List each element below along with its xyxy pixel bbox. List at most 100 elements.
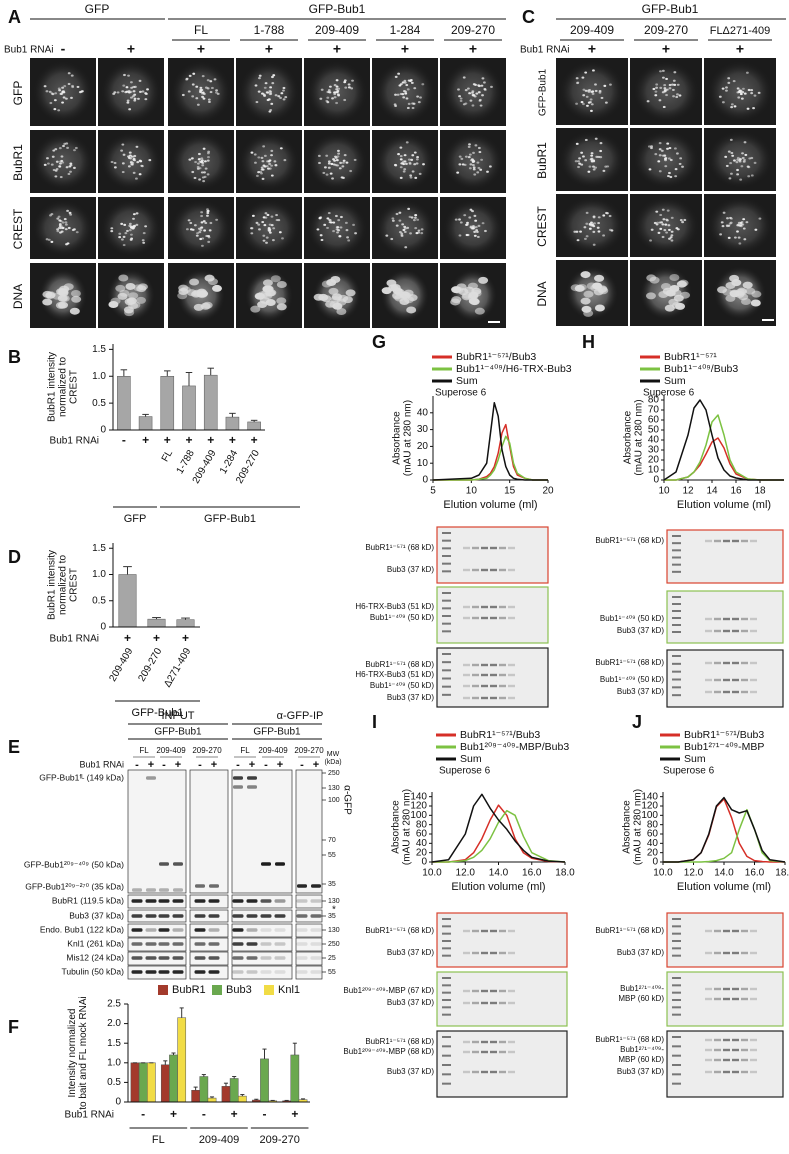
panel-letter: B <box>8 347 21 367</box>
chromosome <box>275 94 278 96</box>
chromosome <box>127 75 130 77</box>
legend-label: Bub1²⁰⁹⁻⁴⁰⁹-MBP/Bub3 <box>460 741 569 753</box>
gel-band <box>714 988 721 990</box>
gel-label: BubR1¹⁻⁵⁷¹ (68 kD) <box>365 543 434 552</box>
chromosome <box>421 228 424 230</box>
gel-band <box>472 569 479 571</box>
bar <box>204 375 217 430</box>
chromosome <box>397 94 400 96</box>
blot-band <box>275 914 286 918</box>
chromosome <box>195 86 198 88</box>
gel-band <box>499 685 506 687</box>
gel-label: MBP (60 kD) <box>618 994 664 1003</box>
blot-band <box>311 928 322 932</box>
chromosome <box>73 228 76 230</box>
bar <box>139 1063 147 1102</box>
gel-band <box>723 1039 730 1041</box>
gel-band <box>490 606 497 608</box>
chromosome <box>404 246 407 248</box>
chromosome <box>339 162 342 164</box>
chromosome <box>460 100 463 102</box>
label: 55 <box>328 852 336 859</box>
chromosome <box>402 229 405 231</box>
chromosome <box>337 88 340 90</box>
gel-band <box>499 952 506 954</box>
chromosome <box>211 87 214 89</box>
blot-band <box>233 956 244 960</box>
chromosome <box>736 159 739 161</box>
chromosome <box>659 154 662 156</box>
gel-ladder-band <box>672 610 681 612</box>
chromosome <box>399 231 402 233</box>
chromosome <box>473 231 476 233</box>
label: GFP <box>124 513 147 525</box>
chromosome <box>648 145 651 147</box>
chromosome <box>130 234 133 236</box>
chromosome <box>669 87 672 89</box>
chromosome <box>137 98 140 100</box>
gel-band <box>499 674 506 676</box>
bar <box>226 417 239 430</box>
chromosome <box>591 103 594 105</box>
bar <box>230 1078 238 1102</box>
chromosome <box>751 174 754 176</box>
chromosome <box>655 83 658 85</box>
chromosome <box>336 159 339 161</box>
label: (kDa) <box>324 759 341 766</box>
gel-band <box>750 1039 757 1041</box>
gel-band <box>705 691 712 693</box>
chromosome <box>669 84 672 86</box>
blot <box>190 770 228 893</box>
bar <box>238 1096 246 1102</box>
chromosome <box>470 209 473 211</box>
gel-ladder-band <box>672 564 681 566</box>
chromosome <box>209 80 212 82</box>
chromosome <box>73 167 76 169</box>
gel-band <box>714 691 721 693</box>
chromosome <box>418 101 421 103</box>
chromosome <box>666 219 669 221</box>
gel-band <box>714 662 721 664</box>
chromosome <box>595 138 598 140</box>
chromosome <box>121 238 124 240</box>
chromosome <box>266 91 269 93</box>
chromosome <box>64 218 67 220</box>
gel-band <box>741 952 748 954</box>
gel-ladder-band <box>442 630 451 632</box>
bar <box>208 1098 216 1102</box>
y-tick-label: 40 <box>648 435 660 446</box>
gel-band <box>741 1071 748 1073</box>
blot-band <box>146 914 157 918</box>
chromosome <box>53 108 56 110</box>
chromosome <box>478 225 481 227</box>
chromosome <box>189 278 199 285</box>
chromosome <box>215 219 218 221</box>
gel-ladder-band <box>442 661 451 663</box>
chromosome <box>49 91 52 93</box>
chromosome <box>111 161 114 163</box>
chromosome <box>414 217 417 219</box>
gel-band <box>741 618 748 620</box>
chromosome <box>50 241 53 243</box>
chromosome <box>209 222 212 224</box>
y-tick-label: 140 <box>410 791 427 802</box>
chromosome <box>215 92 218 94</box>
gel-ladder-band <box>672 686 681 688</box>
chromosome <box>460 158 463 160</box>
y-axis-label: Absorbance <box>391 800 402 854</box>
label: + <box>197 41 205 57</box>
chromosome <box>421 83 424 85</box>
blot-band <box>275 862 285 866</box>
label: - <box>135 759 139 771</box>
chromosome <box>198 153 201 155</box>
blot-band <box>209 899 220 903</box>
gel-band <box>472 1071 479 1073</box>
chromosome <box>733 159 736 161</box>
chromosome <box>677 84 680 86</box>
chromosome <box>484 230 487 232</box>
chromosome <box>118 236 121 238</box>
chromosome <box>329 219 332 221</box>
chromosome <box>114 166 117 168</box>
chromosome <box>744 154 747 156</box>
gel-label: Bub1¹⁻⁴⁰⁹ (50 kD) <box>370 613 434 622</box>
